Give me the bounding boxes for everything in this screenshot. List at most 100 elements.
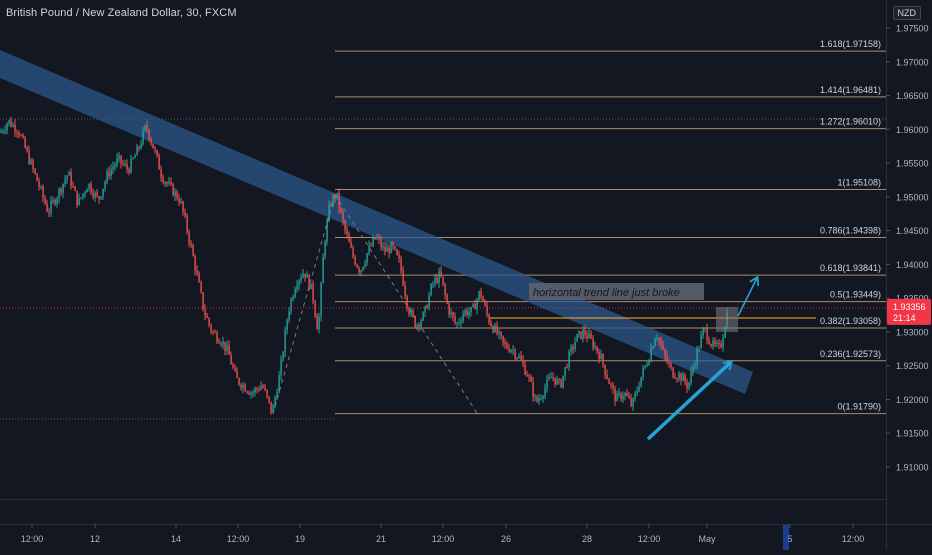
- candle-body: [418, 325, 419, 327]
- candle-body: [404, 285, 405, 296]
- candle-body: [522, 359, 523, 363]
- candle-body: [466, 310, 467, 315]
- candle-body: [368, 246, 369, 254]
- candle-body: [618, 393, 619, 394]
- y-tick-label: 1.92000: [896, 395, 929, 405]
- candle-body: [506, 344, 507, 348]
- candle-body: [358, 268, 359, 273]
- candle-body: [472, 304, 473, 307]
- candle-body: [268, 396, 269, 401]
- x-tick-label: 12:00: [638, 534, 661, 544]
- candle-body: [714, 341, 715, 344]
- candle-body: [496, 325, 497, 334]
- candle-body: [686, 382, 687, 388]
- candle-body: [422, 312, 423, 320]
- candle-body: [430, 284, 431, 295]
- candle-body: [492, 326, 493, 332]
- candle-body: [102, 189, 103, 197]
- candle-body: [528, 376, 529, 377]
- candle-body: [612, 385, 613, 389]
- x-tick-label: 26: [501, 534, 511, 544]
- candle-body: [140, 144, 141, 148]
- candle-body: [610, 384, 611, 385]
- currency-badge[interactable]: NZD: [893, 6, 922, 20]
- candle-body: [228, 345, 229, 355]
- candle-body: [660, 341, 661, 346]
- candle-body: [646, 365, 647, 366]
- candle-body: [546, 380, 547, 388]
- candle-body: [180, 201, 181, 202]
- candle-body: [696, 349, 697, 365]
- candle-body: [318, 317, 319, 330]
- candle: [324, 240, 325, 260]
- candle-body: [530, 377, 531, 382]
- candle-body: [302, 274, 303, 278]
- candle-body: [626, 393, 627, 396]
- candle-body: [48, 212, 49, 213]
- candle-body: [92, 193, 93, 197]
- candle-body: [252, 392, 253, 393]
- candle-body: [158, 155, 159, 169]
- candle-body: [666, 356, 667, 362]
- candle-body: [424, 306, 425, 312]
- y-tick-label: 1.96000: [896, 125, 929, 135]
- candle-body: [110, 169, 111, 176]
- candle-body: [586, 335, 587, 338]
- candle-body: [296, 285, 297, 289]
- candle-body: [524, 364, 525, 375]
- candle-body: [642, 368, 643, 377]
- candle: [158, 153, 159, 169]
- candle-body: [136, 147, 137, 156]
- candle: [672, 367, 673, 379]
- candle-body: [274, 398, 275, 406]
- candle-body: [548, 378, 549, 380]
- candle-body: [446, 295, 447, 304]
- candle-body: [108, 172, 109, 176]
- candle-body: [32, 160, 33, 168]
- y-tick-label: 1.95500: [896, 159, 929, 169]
- candle-body: [628, 396, 629, 398]
- candle: [310, 283, 311, 289]
- candle-body: [60, 189, 61, 193]
- fib-level-label: 0.5(1.93449): [830, 290, 881, 300]
- candle-body: [170, 182, 171, 184]
- candle-body: [288, 311, 289, 320]
- candle-body: [468, 312, 469, 315]
- candle-body: [200, 282, 201, 292]
- candle-body: [186, 216, 187, 231]
- candle-body: [544, 388, 545, 396]
- candle-body: [694, 365, 695, 368]
- candle-body: [82, 194, 83, 198]
- candle-body: [306, 275, 307, 278]
- candle: [562, 376, 563, 389]
- candle-body: [90, 184, 91, 193]
- candle-body: [624, 393, 625, 396]
- candle-body: [54, 200, 55, 204]
- candle-body: [174, 191, 175, 195]
- candle-body: [344, 221, 345, 230]
- y-tick-label: 1.94500: [896, 226, 929, 236]
- candle-body: [634, 393, 635, 398]
- candle-body: [428, 295, 429, 308]
- candle-body: [526, 375, 527, 377]
- candle-body: [512, 350, 513, 351]
- candle-body: [52, 200, 53, 201]
- candle-body: [74, 187, 75, 191]
- bar-countdown: 21:14: [893, 313, 916, 323]
- candle-body: [452, 312, 453, 316]
- candle-body: [262, 386, 263, 388]
- candle-body: [10, 120, 11, 126]
- candle-body: [304, 274, 305, 278]
- candle-body: [640, 377, 641, 387]
- candle-body: [460, 321, 461, 322]
- candle-body: [482, 297, 483, 302]
- candle-body: [442, 277, 443, 285]
- candle-body: [566, 367, 567, 368]
- candle-body: [374, 238, 375, 239]
- candle-body: [24, 138, 25, 148]
- y-tick-label: 1.93000: [896, 327, 929, 337]
- candle-body: [214, 332, 215, 333]
- candle-body: [264, 387, 265, 390]
